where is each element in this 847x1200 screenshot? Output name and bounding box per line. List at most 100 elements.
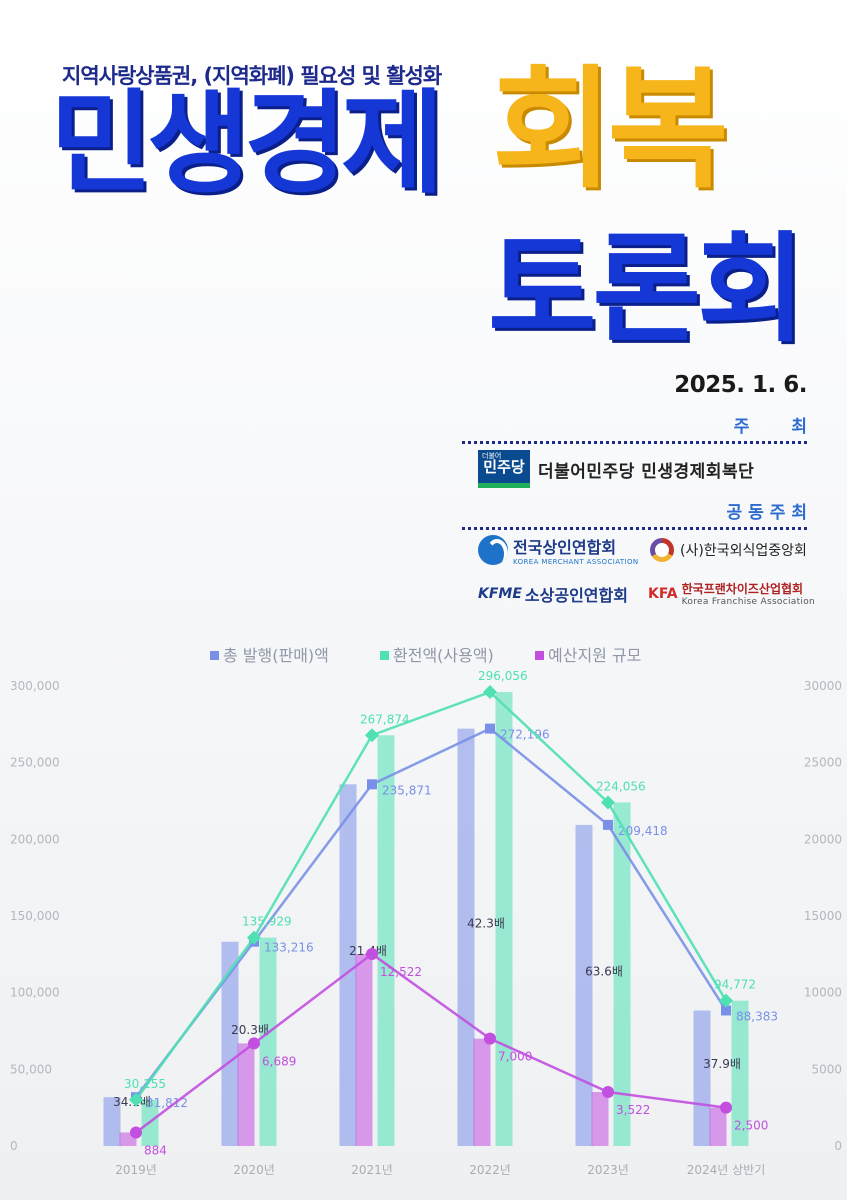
line-marker bbox=[248, 1037, 260, 1050]
line-marker bbox=[720, 1101, 732, 1114]
event-date: 2025. 1. 6. bbox=[674, 372, 807, 398]
org-merchant: 전국상인연합회 KOREA MERCHANT ASSOCIATION bbox=[478, 534, 639, 566]
y-left-tick-label: 250,000 bbox=[10, 756, 60, 770]
bar bbox=[473, 1038, 491, 1146]
bar bbox=[591, 1091, 609, 1146]
y-left-tick-label: 0 bbox=[10, 1139, 18, 1153]
merchant-names: 전국상인연합회 KOREA MERCHANT ASSOCIATION bbox=[513, 534, 639, 566]
x-tick-label: 2019년 bbox=[115, 1163, 157, 1177]
org-kfme: KFME 소상공인연합회 bbox=[478, 582, 628, 606]
bar bbox=[457, 728, 475, 1146]
line-marker bbox=[365, 728, 379, 743]
bar bbox=[339, 784, 357, 1146]
bar bbox=[259, 937, 277, 1146]
bar bbox=[355, 953, 373, 1146]
kfa-names: 한국프랜차이즈산업협회 Korea Franchise Association bbox=[682, 580, 815, 607]
y-right-tick-label: 20000 bbox=[804, 832, 842, 846]
line-marker bbox=[601, 795, 615, 810]
host-name: 더불어민주당 민생경제회복단 bbox=[538, 461, 755, 482]
bar bbox=[731, 1000, 749, 1146]
x-tick-label: 2021년 bbox=[351, 1163, 393, 1177]
line-marker bbox=[485, 723, 495, 734]
bar bbox=[495, 692, 513, 1146]
y-right-tick-label: 0 bbox=[834, 1139, 842, 1153]
data-label: 884 bbox=[144, 1143, 167, 1157]
bar bbox=[693, 1010, 711, 1146]
subtitle: 지역사랑상품권, (지역화폐) 필요성 및 활성화 bbox=[62, 64, 442, 88]
line-marker bbox=[366, 947, 378, 960]
title-sub: 토론회 bbox=[488, 220, 806, 358]
data-label: 224,056 bbox=[596, 779, 646, 793]
line-marker bbox=[719, 993, 733, 1008]
line-marker bbox=[247, 930, 261, 945]
multiplier-label: 63.6배 bbox=[585, 964, 623, 978]
multiplier-label: 20.3배 bbox=[231, 1023, 269, 1037]
legend-label: 총 발행(판매)액 bbox=[223, 646, 329, 665]
legend-swatch bbox=[380, 651, 389, 660]
data-label: 3,522 bbox=[616, 1103, 650, 1117]
y-left-tick-label: 150,000 bbox=[10, 909, 60, 923]
x-tick-label: 2022년 bbox=[469, 1163, 511, 1177]
data-label: 272,196 bbox=[500, 728, 550, 742]
bar bbox=[575, 824, 593, 1146]
line-marker bbox=[483, 685, 497, 700]
chart: 총 발행(판매)액 환전액(사용액) 예산지원 규모 0 50,000 100,000 15… bbox=[10, 646, 842, 1177]
y-right-tick-label: 25000 bbox=[804, 756, 842, 770]
y-left-tick-label: 100,000 bbox=[10, 986, 60, 1000]
data-label: 6,689 bbox=[262, 1054, 296, 1068]
series-line bbox=[135, 952, 727, 1134]
line-marker bbox=[129, 1092, 143, 1107]
y-right-tick-label: 5000 bbox=[811, 1062, 842, 1076]
data-label: 267,874 bbox=[360, 712, 410, 726]
y-left-tick-label: 50,000 bbox=[10, 1062, 52, 1076]
restaurant-logo-icon bbox=[650, 538, 674, 562]
host-label: 주 최 bbox=[733, 417, 825, 437]
merchant-logo-icon bbox=[478, 535, 508, 565]
legend-label: 환전액(사용액) bbox=[393, 646, 494, 665]
merchant-name-en: KOREA MERCHANT ASSOCIATION bbox=[513, 558, 639, 566]
line-marker bbox=[602, 1085, 614, 1098]
data-label: 133,216 bbox=[264, 941, 314, 955]
y-right-tick-label: 10000 bbox=[804, 986, 842, 1000]
data-label: 12,522 bbox=[380, 965, 422, 979]
line-marker bbox=[603, 819, 613, 830]
bar bbox=[237, 1043, 255, 1146]
y-right-tick-label: 15000 bbox=[804, 909, 842, 923]
kfme-name: 소상공인연합회 bbox=[524, 586, 628, 605]
data-label: 135,929 bbox=[242, 915, 292, 929]
y-left-tick-label: 300,000 bbox=[10, 679, 60, 693]
series-line bbox=[134, 690, 728, 1101]
cohost-label: 공동주최 bbox=[726, 503, 813, 523]
kfa-logo: KFA bbox=[648, 585, 678, 602]
party-logo-small-text: 더불어 bbox=[482, 452, 502, 460]
bar bbox=[613, 802, 631, 1146]
merchant-name: 전국상인연합회 bbox=[513, 538, 617, 557]
x-tick-label: 2020년 bbox=[233, 1163, 275, 1177]
host-divider bbox=[462, 441, 807, 444]
x-tick-label: 2023년 bbox=[587, 1163, 629, 1177]
y-left-tick-label: 200,000 bbox=[10, 832, 60, 846]
data-label: 88,383 bbox=[736, 1009, 778, 1023]
line-marker bbox=[130, 1126, 142, 1139]
data-label: 30,155 bbox=[124, 1077, 166, 1091]
data-label: 94,772 bbox=[714, 978, 756, 992]
cohost-divider bbox=[462, 527, 807, 530]
series-line bbox=[135, 727, 728, 1098]
org-kfa: KFA 한국프랜차이즈산업협회 Korea Franchise Associat… bbox=[648, 580, 815, 607]
data-label: 296,056 bbox=[478, 669, 528, 683]
multiplier-label: 42.3배 bbox=[467, 916, 505, 930]
data-label: 209,418 bbox=[618, 824, 668, 838]
line-marker bbox=[484, 1032, 496, 1045]
multiplier-label: 37.9배 bbox=[703, 1057, 741, 1071]
org-restaurant: (사)한국외식업중앙회 bbox=[650, 538, 807, 562]
data-label: 2,500 bbox=[734, 1119, 768, 1133]
host-row: 더불어 민주당 더불어민주당 민생경제회복단 bbox=[478, 450, 754, 488]
data-label: 7,000 bbox=[498, 1050, 532, 1064]
line-marker bbox=[721, 1005, 731, 1016]
x-tick-label: 2024년 상반기 bbox=[687, 1163, 766, 1177]
y-right-tick-label: 30000 bbox=[804, 679, 842, 693]
restaurant-name: (사)한국외식업중앙회 bbox=[680, 543, 807, 559]
bar bbox=[221, 941, 239, 1146]
bar bbox=[377, 735, 395, 1146]
line-marker bbox=[367, 779, 377, 790]
